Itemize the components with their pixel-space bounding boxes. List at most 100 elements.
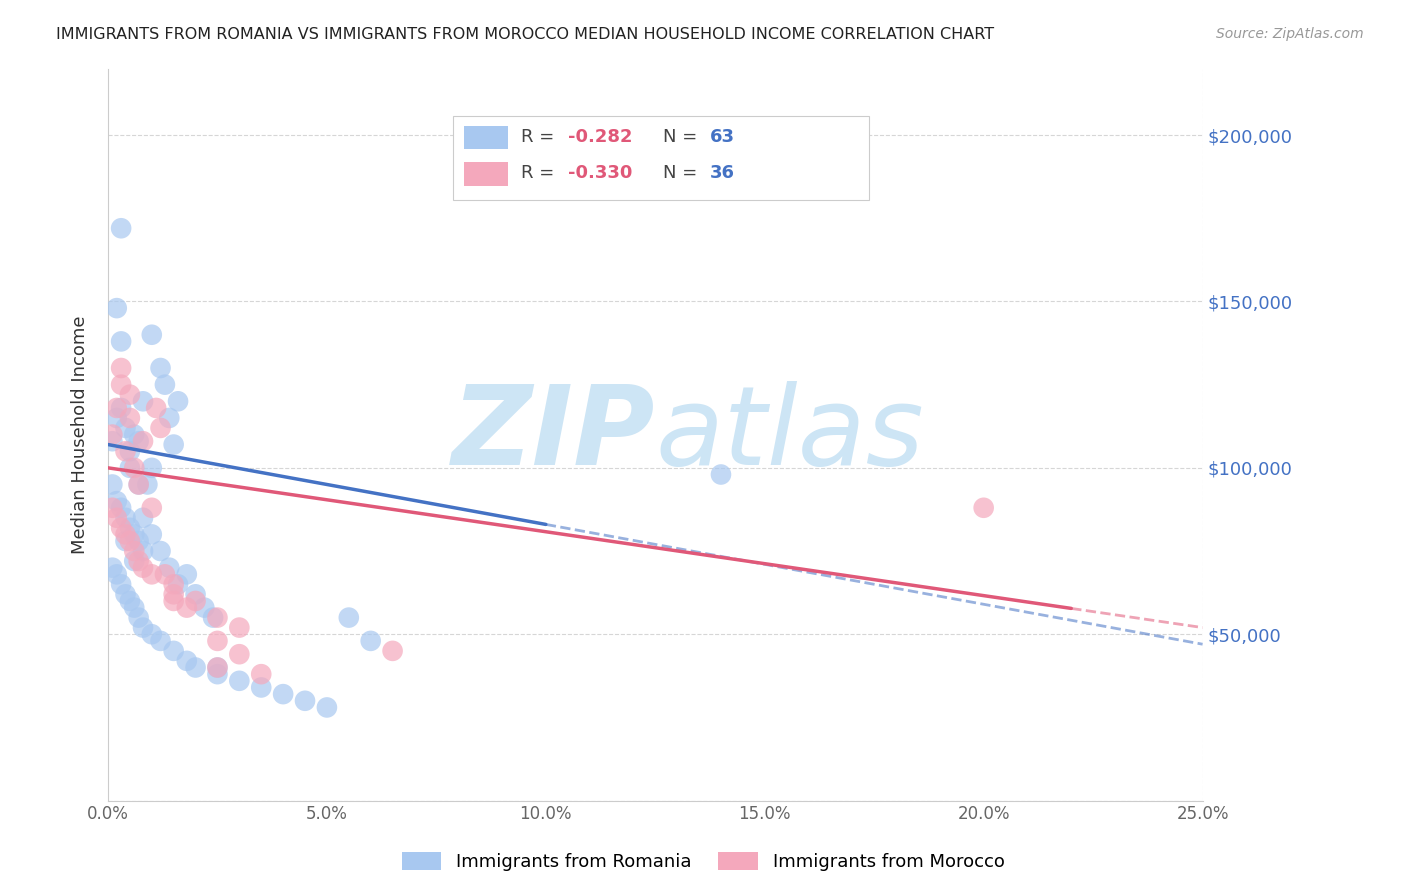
Point	[710, 467, 733, 482]
Point	[110, 500, 132, 515]
Point	[271, 687, 294, 701]
Point	[122, 427, 145, 442]
Point	[114, 587, 136, 601]
Point	[184, 660, 207, 674]
Point	[122, 600, 145, 615]
Text: Source: ZipAtlas.com: Source: ZipAtlas.com	[1216, 27, 1364, 41]
Point	[122, 527, 145, 541]
Point	[149, 633, 172, 648]
Text: 36: 36	[710, 164, 735, 182]
Point	[114, 444, 136, 458]
Point	[110, 521, 132, 535]
Text: N =: N =	[664, 128, 703, 145]
Bar	[464, 162, 508, 186]
Point	[132, 621, 155, 635]
Point	[207, 660, 229, 674]
Point	[381, 644, 404, 658]
Point	[973, 500, 995, 515]
Text: 63: 63	[710, 128, 735, 145]
Point	[128, 477, 150, 491]
Point	[105, 411, 128, 425]
Point	[149, 544, 172, 558]
Legend: Immigrants from Romania, Immigrants from Morocco: Immigrants from Romania, Immigrants from…	[394, 845, 1012, 879]
Point	[250, 681, 273, 695]
Point	[105, 401, 128, 415]
Point	[163, 644, 186, 658]
Text: -0.330: -0.330	[568, 164, 633, 182]
Point	[114, 534, 136, 549]
Text: ZIP: ZIP	[451, 381, 655, 488]
Point	[337, 610, 360, 624]
Y-axis label: Median Household Income: Median Household Income	[72, 315, 89, 554]
Point	[228, 621, 250, 635]
Point	[316, 700, 339, 714]
Point	[141, 627, 163, 641]
Point	[101, 477, 124, 491]
Point	[110, 377, 132, 392]
Point	[136, 477, 159, 491]
Point	[250, 667, 273, 681]
Bar	[464, 126, 508, 149]
Point	[132, 560, 155, 574]
Point	[118, 460, 141, 475]
Point	[105, 301, 128, 315]
Point	[202, 610, 225, 624]
Text: atlas: atlas	[655, 381, 924, 488]
Point	[176, 654, 198, 668]
Point	[141, 527, 163, 541]
Text: R =: R =	[520, 128, 560, 145]
Point	[145, 401, 167, 415]
Point	[128, 534, 150, 549]
Point	[153, 377, 176, 392]
Point	[114, 527, 136, 541]
Point	[122, 554, 145, 568]
Point	[114, 510, 136, 524]
Point	[141, 327, 163, 342]
Point	[105, 494, 128, 508]
Point	[163, 587, 186, 601]
Point	[141, 500, 163, 515]
Point	[132, 434, 155, 449]
Point	[118, 444, 141, 458]
Point	[101, 434, 124, 449]
Point	[101, 427, 124, 442]
Point	[228, 647, 250, 661]
Point	[128, 477, 150, 491]
Point	[110, 221, 132, 235]
Point	[294, 694, 316, 708]
Point	[122, 544, 145, 558]
Point	[193, 600, 215, 615]
Point	[128, 554, 150, 568]
Point	[122, 460, 145, 475]
Point	[163, 437, 186, 451]
Point	[110, 361, 132, 376]
Point	[163, 594, 186, 608]
Point	[167, 577, 190, 591]
Point	[132, 510, 155, 524]
Point	[207, 633, 229, 648]
Point	[118, 521, 141, 535]
Point	[105, 567, 128, 582]
Point	[157, 411, 180, 425]
FancyBboxPatch shape	[453, 116, 869, 201]
Point	[114, 421, 136, 435]
Text: R =: R =	[520, 164, 560, 182]
Point	[105, 510, 128, 524]
Point	[207, 610, 229, 624]
Point	[101, 500, 124, 515]
Point	[149, 361, 172, 376]
Point	[228, 673, 250, 688]
Text: IMMIGRANTS FROM ROMANIA VS IMMIGRANTS FROM MOROCCO MEDIAN HOUSEHOLD INCOME CORRE: IMMIGRANTS FROM ROMANIA VS IMMIGRANTS FR…	[56, 27, 994, 42]
Point	[128, 610, 150, 624]
Point	[110, 334, 132, 349]
Point	[207, 660, 229, 674]
Point	[118, 594, 141, 608]
Point	[157, 560, 180, 574]
Point	[128, 434, 150, 449]
Point	[110, 401, 132, 415]
Point	[110, 577, 132, 591]
Text: N =: N =	[664, 164, 703, 182]
Point	[101, 560, 124, 574]
Point	[149, 421, 172, 435]
Point	[360, 633, 382, 648]
